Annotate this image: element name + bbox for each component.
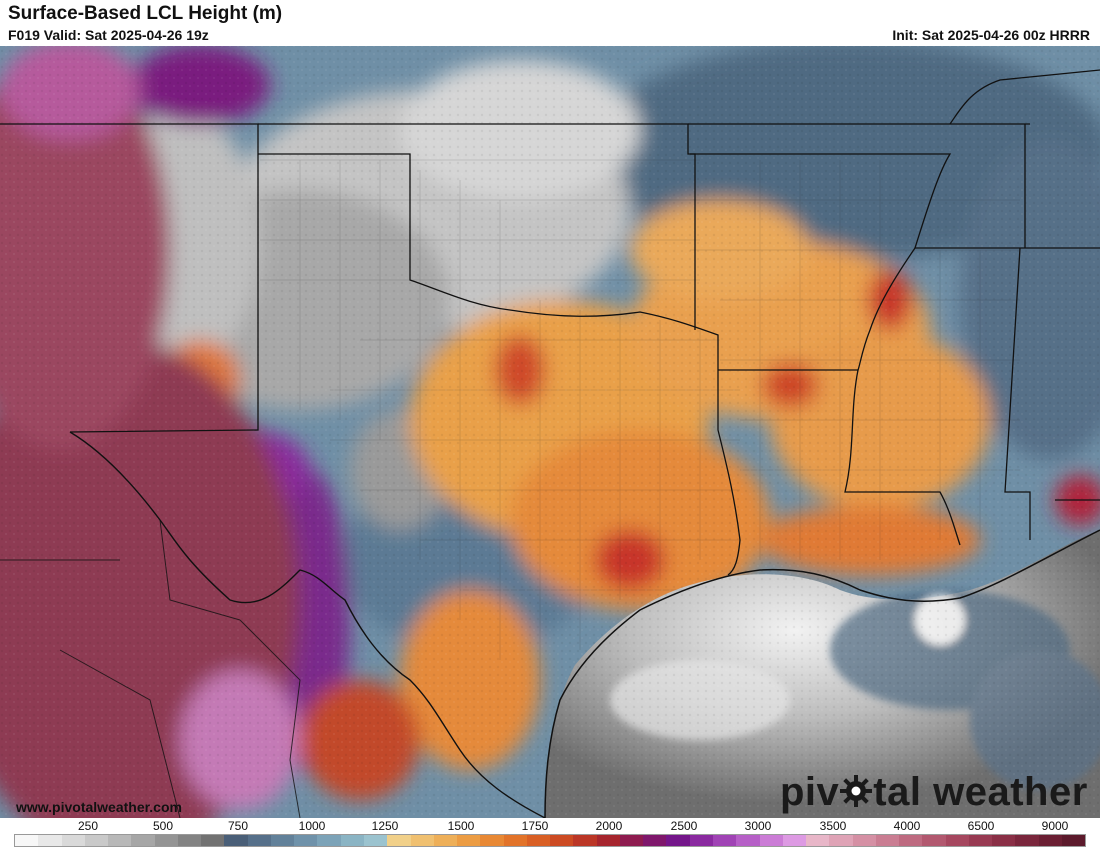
legend-swatch [433,835,458,846]
brand-text-right: tal weather [873,770,1088,814]
legend-swatch [480,835,504,846]
legend-swatch [457,835,481,846]
legend-label: 9000 [1041,819,1069,833]
state-boundaries [0,69,1100,576]
map-title: Surface-Based LCL Height (m) [8,3,283,24]
legend-label: 4000 [893,819,921,833]
legend-swatch [317,835,341,846]
legend-swatch [619,835,644,846]
legend-label: 6500 [967,819,995,833]
legend-swatch [84,835,109,846]
legend-swatch [736,835,760,846]
valid-time: F019 Valid: Sat 2025-04-26 19z [8,27,209,43]
legend-label: 1000 [298,819,326,833]
legend-swatch [992,835,1016,846]
legend-label: 2500 [670,819,698,833]
legend-swatch [875,835,900,846]
legend-swatch [899,835,923,846]
legend-swatch [1038,835,1062,846]
legend-swatch [945,835,969,846]
legend-swatch [201,835,225,846]
legend-swatch [573,835,597,846]
legend-swatch [340,835,364,846]
mexico-state-borders [0,519,301,818]
legend-swatch [666,835,690,846]
legend-label: 3500 [819,819,847,833]
legend-swatch [15,835,39,846]
legend-swatch [550,835,574,846]
legend-swatch [270,835,295,846]
legend-swatch [61,835,85,846]
legend-swatch [38,835,62,846]
header: Surface-Based LCL Height (m) F019 Valid:… [0,0,1100,46]
gear-icon [840,775,873,807]
brand-text-left: piv [780,770,840,814]
legend-swatch [643,835,667,846]
legend-swatch [247,835,271,846]
county-lines [260,159,1020,700]
legend-swatch [526,835,551,846]
legend-swatch [410,835,434,846]
legend-label: 1250 [371,819,399,833]
legend-swatch [154,835,178,846]
legend-label: 750 [227,819,249,833]
legend-swatch [294,835,318,846]
legend-swatch [806,835,830,846]
legend-swatch [1061,835,1086,846]
legend-swatch [852,835,876,846]
legend-label: 500 [152,819,174,833]
color-legend: 250 500 750 1000 1250 1500 1750 2000 2500 3000 350… [0,818,1100,850]
legend-swatch [224,835,248,846]
legend-swatch [596,835,620,846]
legend-swatch [759,835,783,846]
legend-swatch [363,835,388,846]
legend-label: 250 [77,819,99,833]
site-url[interactable]: www.pivotalweather.com [16,799,182,815]
legend-swatch [829,835,853,846]
legend-swatch [131,835,155,846]
legend-swatch [503,835,527,846]
legend-swatch [1015,835,1039,846]
pivotal-weather-logo: piv tal weather [780,770,1088,815]
map-area[interactable] [0,46,1100,818]
legend-label: 2000 [595,819,623,833]
legend-swatch [968,835,993,846]
legend-swatch [108,835,132,846]
legend-swatch [922,835,946,846]
legend-swatch [782,835,807,846]
legend-swatch [387,835,411,846]
legend-label: 1750 [521,819,549,833]
legend-swatch [689,835,713,846]
legend-color-bar [14,834,1086,847]
legend-label: 3000 [744,819,772,833]
legend-swatch [177,835,202,846]
legend-swatch [712,835,737,846]
init-time: Init: Sat 2025-04-26 00z HRRR [892,27,1090,43]
legend-label: 1500 [447,819,475,833]
coastline [544,529,1100,818]
lcl-height-map [0,46,1100,818]
